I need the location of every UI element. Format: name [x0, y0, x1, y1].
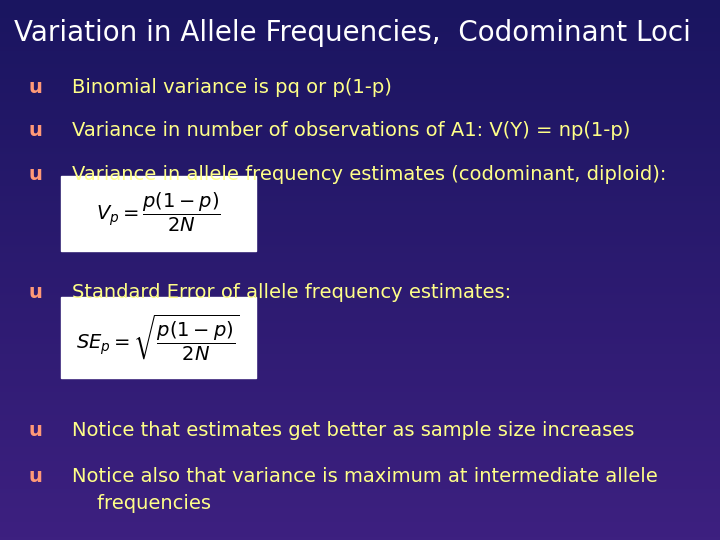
Text: Notice that estimates get better as sample size increases: Notice that estimates get better as samp…: [72, 421, 634, 440]
Text: Standard Error of allele frequency estimates:: Standard Error of allele frequency estim…: [72, 284, 511, 302]
Text: Variance in allele frequency estimates (codominant, diploid):: Variance in allele frequency estimates (…: [72, 165, 667, 184]
FancyBboxPatch shape: [61, 176, 256, 251]
Text: Variation in Allele Frequencies,  Codominant Loci: Variation in Allele Frequencies, Codomin…: [14, 19, 691, 47]
Text: u: u: [29, 122, 42, 140]
Text: $SE_p = \sqrt{\dfrac{p(1-p)}{2N}}$: $SE_p = \sqrt{\dfrac{p(1-p)}{2N}}$: [76, 312, 240, 363]
Text: $V_p = \dfrac{p(1-p)}{2N}$: $V_p = \dfrac{p(1-p)}{2N}$: [96, 191, 221, 234]
Text: Binomial variance is pq or p(1-p): Binomial variance is pq or p(1-p): [72, 78, 392, 97]
Text: u: u: [29, 78, 42, 97]
FancyBboxPatch shape: [61, 297, 256, 378]
Text: Notice also that variance is maximum at intermediate allele
    frequencies: Notice also that variance is maximum at …: [72, 467, 658, 512]
Text: Variance in number of observations of A1: V(Y) = np(1-p): Variance in number of observations of A1…: [72, 122, 631, 140]
Text: u: u: [29, 421, 42, 440]
Text: u: u: [29, 467, 42, 486]
Text: u: u: [29, 165, 42, 184]
Text: u: u: [29, 284, 42, 302]
